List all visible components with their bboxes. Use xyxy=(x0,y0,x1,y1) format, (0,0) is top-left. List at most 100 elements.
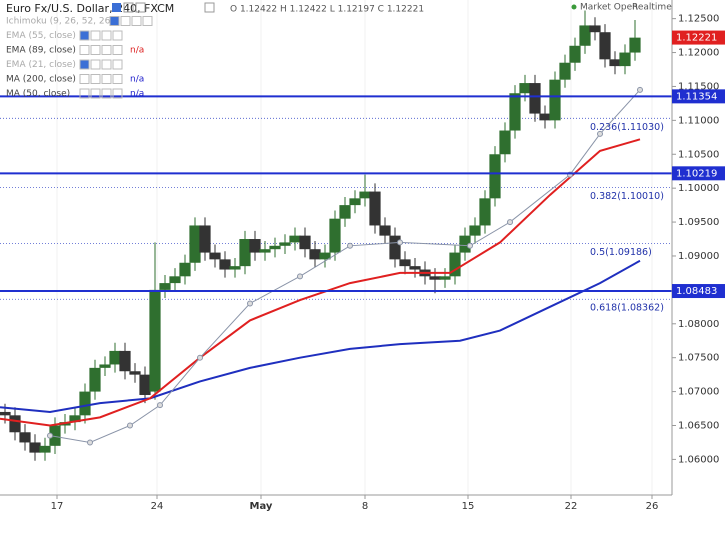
candle-body xyxy=(599,32,611,60)
last-price-label: 1.12221 xyxy=(676,33,717,44)
candle-body xyxy=(19,432,31,443)
candle-body xyxy=(449,252,461,277)
candle-body xyxy=(9,415,21,433)
candle-body xyxy=(49,425,61,446)
close-icon[interactable] xyxy=(101,30,112,41)
indicator-marker xyxy=(507,219,513,226)
close-icon[interactable] xyxy=(101,59,112,70)
candle-body xyxy=(249,239,261,253)
eye-icon[interactable] xyxy=(79,45,90,55)
candle-body xyxy=(269,245,281,250)
candle-body xyxy=(0,411,11,416)
indicator-marker xyxy=(347,242,353,249)
indicator-marker xyxy=(297,273,303,280)
y-tick-label: 1.12500 xyxy=(678,14,719,25)
level-label-box xyxy=(672,284,725,299)
candle-body xyxy=(79,391,91,416)
gear-icon[interactable] xyxy=(90,88,101,99)
close-icon[interactable] xyxy=(135,2,146,13)
indicator-marker xyxy=(127,422,133,429)
fib-label: 0.618(1.08362) xyxy=(590,303,664,314)
candle-body xyxy=(359,191,371,199)
x-tick-label: May xyxy=(250,501,273,512)
x-tick-label: 22 xyxy=(565,501,578,512)
indicator-marker xyxy=(467,242,473,249)
candle-body xyxy=(39,445,51,453)
eye-icon[interactable] xyxy=(79,30,90,41)
close-icon[interactable] xyxy=(101,45,112,55)
eye-icon[interactable] xyxy=(79,59,90,70)
fib-label: 0.382(1.10010) xyxy=(590,191,664,202)
close-icon[interactable] xyxy=(101,74,112,84)
candle-body xyxy=(129,371,141,375)
realtime-status: Realtime xyxy=(632,3,672,13)
gear-icon[interactable] xyxy=(123,2,134,13)
candle-body xyxy=(289,235,301,243)
candle-body xyxy=(329,218,341,253)
more-icon[interactable] xyxy=(112,59,123,70)
more-icon[interactable] xyxy=(112,45,123,55)
eye-icon[interactable] xyxy=(79,74,90,84)
candle-body xyxy=(529,83,541,114)
legend: Euro Fx/U.S. Dollar, 240, FXCM O 1.12422… xyxy=(6,2,672,99)
indicator-marker xyxy=(157,402,163,409)
candle-body xyxy=(349,198,361,206)
candle-body xyxy=(399,259,411,267)
y-tick-label: 1.08000 xyxy=(678,319,719,330)
x-tick-label: 17 xyxy=(51,501,64,512)
indicator-name: MA (200, close) xyxy=(6,75,76,85)
more-icon[interactable] xyxy=(142,16,153,26)
eye-icon[interactable] xyxy=(112,3,121,12)
eye-icon[interactable] xyxy=(79,88,90,99)
candle-body xyxy=(219,259,231,270)
x-tick-label: 8 xyxy=(362,501,368,512)
indicator-name: MA (50, close) xyxy=(6,89,70,99)
candle-body xyxy=(199,225,211,253)
level-label-box xyxy=(672,89,725,104)
candle-body xyxy=(519,83,531,94)
eye-icon[interactable] xyxy=(109,16,120,26)
y-tick-label: 1.12000 xyxy=(678,48,719,59)
indicator-marker xyxy=(597,130,603,137)
settings-icon[interactable] xyxy=(204,2,215,13)
candle-body xyxy=(579,25,591,46)
candle-body xyxy=(119,350,131,372)
candle-body xyxy=(339,205,351,219)
candle-body xyxy=(189,225,201,263)
gear-icon[interactable] xyxy=(90,74,101,84)
y-tick-label: 1.06000 xyxy=(678,454,719,465)
candle-body xyxy=(259,249,271,253)
more-icon[interactable] xyxy=(112,30,123,41)
candle-body xyxy=(489,154,501,199)
candle-body xyxy=(99,364,111,368)
candle-body xyxy=(549,79,561,121)
candle-body xyxy=(429,276,441,280)
close-icon[interactable] xyxy=(101,88,112,99)
ohlc-values: O 1.12422 H 1.12422 L 1.12197 C 1.12221 xyxy=(230,5,424,15)
gear-icon[interactable] xyxy=(90,45,101,55)
gear-icon[interactable] xyxy=(120,16,131,26)
candle-body xyxy=(439,276,451,280)
more-icon[interactable] xyxy=(112,88,123,99)
gear-icon[interactable] xyxy=(90,30,101,41)
indicator-marker xyxy=(637,86,643,93)
candle-body xyxy=(319,252,331,260)
price-labels: 1.11354 1.10219 1.08483 1.12221 xyxy=(672,30,725,299)
candle-body xyxy=(609,59,621,67)
more-icon[interactable] xyxy=(112,74,123,84)
indicator-marker xyxy=(397,239,403,246)
candle-body xyxy=(369,191,381,226)
candle-body xyxy=(629,37,641,53)
candle-body xyxy=(169,276,181,284)
close-icon[interactable] xyxy=(131,16,142,26)
candle-body xyxy=(379,225,391,236)
gear-icon[interactable] xyxy=(90,59,101,70)
indicator-name: EMA (89, close) xyxy=(6,46,76,56)
indicator-line xyxy=(49,89,641,443)
candle-body xyxy=(279,242,291,246)
indicator-name: EMA (21, close) xyxy=(6,60,76,70)
candle-body xyxy=(569,45,581,63)
candle-body xyxy=(589,25,601,33)
